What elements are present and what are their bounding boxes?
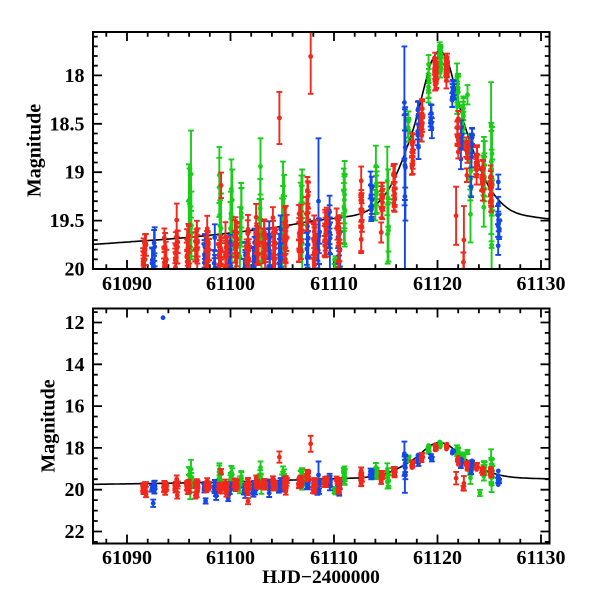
svg-text:HJD−2400000: HJD−2400000 xyxy=(262,567,380,588)
svg-text:22: 22 xyxy=(65,521,85,543)
svg-text:61120: 61120 xyxy=(413,547,462,569)
svg-text:19.5: 19.5 xyxy=(50,210,85,232)
svg-text:61100: 61100 xyxy=(206,273,255,295)
svg-text:61100: 61100 xyxy=(206,547,255,569)
svg-text:18: 18 xyxy=(65,437,85,459)
svg-text:61090: 61090 xyxy=(102,273,152,295)
svg-text:61120: 61120 xyxy=(413,273,462,295)
svg-text:Magnitude: Magnitude xyxy=(38,379,60,472)
svg-text:20: 20 xyxy=(65,259,85,281)
svg-text:61110: 61110 xyxy=(310,547,358,569)
svg-text:18.5: 18.5 xyxy=(50,113,85,135)
svg-text:61110: 61110 xyxy=(310,273,358,295)
svg-text:20: 20 xyxy=(65,479,85,501)
svg-text:16: 16 xyxy=(65,396,85,418)
svg-text:18: 18 xyxy=(65,65,85,87)
svg-text:12: 12 xyxy=(65,312,85,334)
svg-text:61130: 61130 xyxy=(517,547,566,569)
svg-text:61090: 61090 xyxy=(102,547,152,569)
svg-text:14: 14 xyxy=(65,354,85,376)
svg-text:61130: 61130 xyxy=(517,273,566,295)
svg-text:Magnitude: Magnitude xyxy=(24,104,46,197)
svg-text:19: 19 xyxy=(65,162,85,184)
